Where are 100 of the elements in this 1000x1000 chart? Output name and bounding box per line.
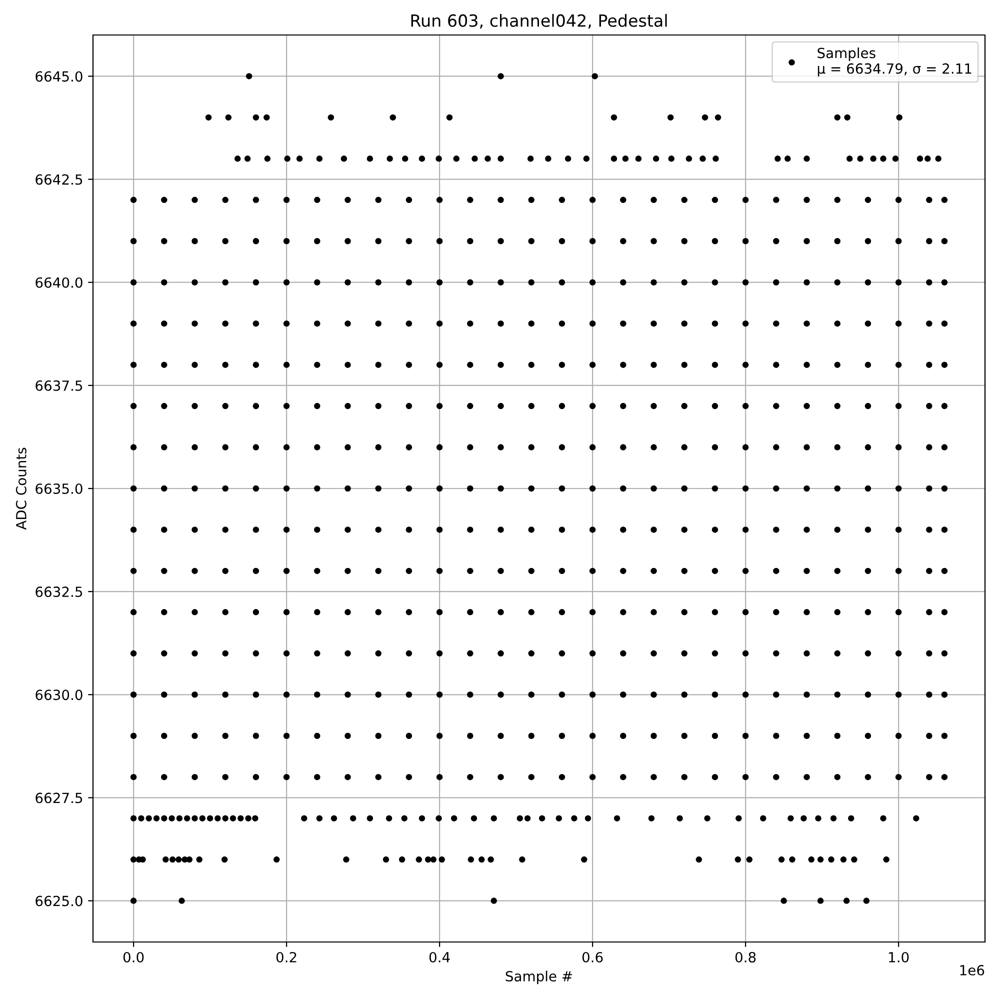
point — [222, 568, 228, 574]
point — [283, 732, 290, 739]
point — [314, 444, 320, 450]
point — [742, 402, 749, 410]
point — [314, 320, 320, 327]
point — [704, 815, 710, 822]
point — [742, 609, 749, 616]
point — [140, 856, 146, 863]
point — [402, 156, 408, 162]
point — [620, 402, 626, 410]
point — [864, 279, 872, 286]
point — [314, 774, 320, 780]
point — [558, 650, 566, 657]
point — [406, 692, 412, 698]
point — [712, 362, 718, 368]
point — [528, 650, 534, 657]
point — [742, 568, 749, 574]
point — [314, 362, 320, 368]
point — [620, 568, 626, 574]
point — [161, 732, 168, 739]
point — [406, 238, 412, 244]
point — [926, 279, 932, 286]
y-tick-label: 6640.0 — [36, 277, 82, 288]
point — [192, 815, 198, 822]
point — [484, 156, 491, 162]
point — [804, 732, 810, 739]
point — [804, 650, 810, 657]
point — [589, 402, 596, 410]
point — [192, 485, 198, 492]
point — [252, 320, 260, 327]
point — [161, 279, 168, 286]
point — [130, 526, 137, 533]
point — [864, 402, 872, 410]
point — [446, 114, 453, 121]
point — [681, 774, 688, 780]
point — [264, 114, 270, 121]
point — [528, 485, 534, 492]
point — [941, 196, 948, 204]
point — [681, 196, 688, 204]
point — [584, 815, 592, 822]
point — [192, 732, 198, 739]
point — [528, 609, 534, 616]
point — [344, 774, 351, 780]
point — [926, 692, 932, 698]
point — [864, 692, 872, 698]
point — [571, 815, 578, 822]
point — [344, 568, 351, 574]
point — [714, 114, 722, 121]
point — [864, 568, 872, 574]
point — [773, 774, 780, 780]
point — [184, 815, 190, 822]
point — [851, 856, 858, 863]
point — [650, 568, 657, 574]
point — [314, 279, 320, 286]
y-tick-label: 6635.0 — [36, 483, 82, 494]
point — [681, 362, 688, 368]
point — [284, 156, 290, 162]
point — [344, 692, 351, 698]
point — [700, 156, 706, 162]
point — [330, 815, 338, 822]
point — [941, 320, 948, 327]
point — [558, 568, 566, 574]
point — [406, 774, 412, 780]
point — [804, 279, 810, 286]
point — [834, 732, 840, 739]
point — [130, 650, 137, 657]
point — [472, 156, 478, 162]
point — [406, 485, 412, 492]
point — [935, 156, 942, 162]
point — [375, 444, 382, 450]
point — [804, 320, 810, 327]
point — [778, 856, 785, 863]
point — [834, 320, 840, 327]
point — [222, 526, 228, 533]
point — [436, 568, 443, 574]
point — [130, 238, 137, 244]
point — [375, 526, 382, 533]
point — [130, 898, 137, 904]
point — [375, 568, 382, 574]
point — [734, 856, 742, 863]
point — [436, 196, 443, 204]
point — [416, 856, 422, 863]
point — [589, 196, 596, 204]
point — [742, 692, 749, 698]
point — [742, 485, 749, 492]
point — [895, 444, 902, 450]
point — [205, 114, 212, 121]
point — [498, 73, 504, 80]
point — [467, 196, 474, 204]
point — [498, 774, 504, 780]
point — [467, 650, 474, 657]
point — [834, 402, 840, 410]
point — [498, 320, 504, 327]
point — [558, 279, 566, 286]
point — [892, 156, 899, 162]
point — [742, 196, 749, 204]
point — [130, 732, 137, 739]
point — [436, 362, 443, 368]
point — [620, 320, 626, 327]
point — [681, 609, 688, 616]
